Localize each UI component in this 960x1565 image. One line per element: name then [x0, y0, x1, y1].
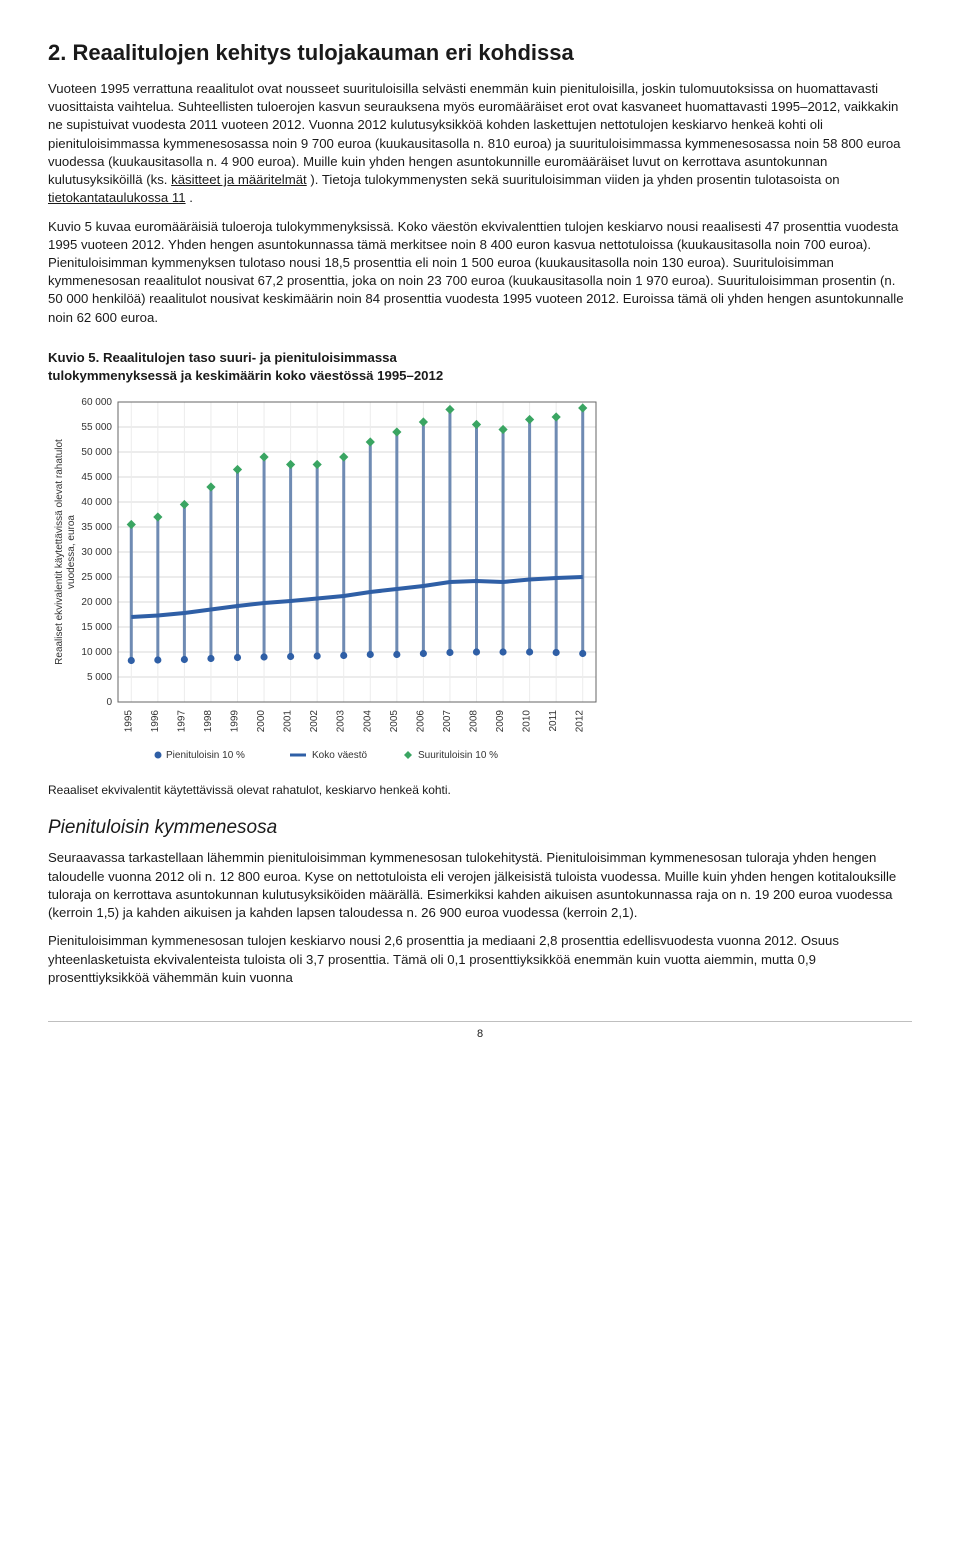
section-title: 2. Reaalitulojen kehitys tulojakauman er…: [48, 40, 912, 66]
svg-text:30 000: 30 000: [81, 547, 112, 558]
svg-text:60 000: 60 000: [81, 397, 112, 408]
svg-text:1998: 1998: [203, 710, 214, 733]
svg-text:15 000: 15 000: [81, 622, 112, 633]
svg-text:5 000: 5 000: [87, 672, 112, 683]
svg-text:Reaaliset ekvivalentit käytett: Reaaliset ekvivalentit käytettävissä ole…: [54, 439, 65, 665]
chart-container: 0 5 000 10 000 15 000 20 000 25 000 30 000 35 0…: [48, 392, 608, 777]
svg-text:1999: 1999: [230, 710, 241, 733]
figure-title: Kuvio 5. Reaalitulojen taso suuri- ja pi…: [48, 349, 912, 385]
svg-text:2007: 2007: [442, 710, 453, 733]
svg-text:45 000: 45 000: [81, 472, 112, 483]
svg-text:1996: 1996: [150, 710, 161, 733]
svg-text:2012: 2012: [575, 710, 586, 733]
figure-caption: Reaaliset ekvivalentit käytettävissä ole…: [48, 783, 912, 797]
svg-text:1995: 1995: [123, 710, 134, 733]
page-number: 8: [48, 1021, 912, 1040]
svg-text:2006: 2006: [415, 710, 426, 733]
svg-text:2005: 2005: [389, 710, 400, 733]
svg-text:40 000: 40 000: [81, 497, 112, 508]
svg-text:55 000: 55 000: [81, 422, 112, 433]
svg-text:2008: 2008: [469, 710, 480, 733]
svg-text:vuodessa, euroa: vuodessa, euroa: [66, 515, 77, 589]
figure-title-line1: Kuvio 5. Reaalitulojen taso suuri- ja pi…: [48, 350, 397, 365]
svg-text:0: 0: [106, 697, 112, 708]
svg-text:Suurituloisin 10 %: Suurituloisin 10 %: [418, 750, 498, 761]
svg-text:2000: 2000: [256, 710, 267, 733]
svg-text:20 000: 20 000: [81, 597, 112, 608]
link-db-table-11[interactable]: tietokantataulukossa 11: [48, 190, 186, 205]
svg-text:35 000: 35 000: [81, 522, 112, 533]
svg-text:2003: 2003: [336, 710, 347, 733]
svg-text:2011: 2011: [548, 710, 559, 732]
svg-text:10 000: 10 000: [81, 647, 112, 658]
svg-text:Pienituloisin 10 %: Pienituloisin 10 %: [166, 750, 245, 761]
svg-text:2009: 2009: [495, 710, 506, 733]
body-paragraph: Vuoteen 1995 verrattuna reaalitulot ovat…: [48, 80, 912, 208]
body-paragraph: Pienituloisimman kymmenesosan tulojen ke…: [48, 932, 912, 987]
svg-text:25 000: 25 000: [81, 572, 112, 583]
para1-part-c: .: [189, 190, 193, 205]
svg-text:2010: 2010: [522, 710, 533, 733]
svg-text:2001: 2001: [283, 710, 294, 733]
para1-part-b: ). Tietoja tulokymmenysten sekä suuritul…: [310, 172, 839, 187]
income-chart: 0 5 000 10 000 15 000 20 000 25 000 30 000 35 0…: [48, 392, 608, 772]
svg-text:50 000: 50 000: [81, 447, 112, 458]
link-definitions[interactable]: käsitteet ja määritelmät: [171, 172, 307, 187]
subsection-title: Pienituloisin kymmenesosa: [48, 817, 912, 839]
svg-text:1997: 1997: [176, 710, 187, 733]
svg-text:Koko väestö: Koko väestö: [312, 750, 367, 761]
body-paragraph: Seuraavassa tarkastellaan lähemmin pieni…: [48, 849, 912, 922]
figure-title-line2: tulokymmenyksessä ja keskimäärin koko vä…: [48, 368, 443, 383]
svg-text:2004: 2004: [362, 710, 373, 733]
body-paragraph: Kuvio 5 kuvaa euromääräisiä tuloeroja tu…: [48, 218, 912, 327]
svg-text:2002: 2002: [309, 710, 320, 733]
